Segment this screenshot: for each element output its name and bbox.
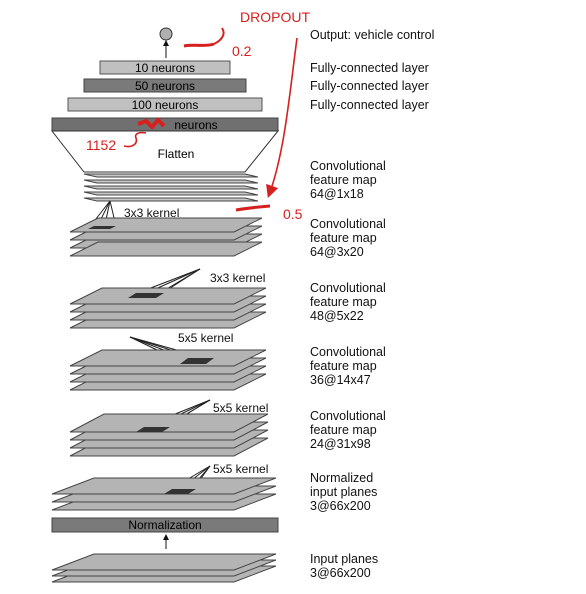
normalization-bar: Normalization	[51, 517, 279, 533]
dropout-arrow	[266, 37, 298, 199]
normalized-label: Normalized input planes 3@66x200	[310, 471, 378, 513]
conv2-planes	[69, 349, 267, 391]
conv3-planes	[69, 287, 267, 329]
fc-10-bar: 10 neurons	[99, 60, 231, 75]
flatten-count-label: 1152	[86, 137, 116, 153]
normalized-planes	[51, 477, 277, 511]
conv1-label: Convolutional feature map 24@31x98	[310, 409, 386, 451]
flatten-label: Flatten	[158, 147, 195, 161]
fc-50-label: 50 neurons	[135, 79, 195, 93]
dropout-annotations: DROPOUT 0.2 0.5 1152	[86, 9, 310, 222]
kernel-2-label: 3x3 kernel	[210, 271, 265, 285]
fc2-label: Fully-connected layer	[310, 79, 429, 93]
kernel-4-patch	[136, 427, 170, 432]
conv5-planes	[83, 173, 259, 202]
fc-100-label: 100 neurons	[132, 98, 199, 112]
input-label: Input planes 3@66x200	[310, 552, 379, 580]
conv2-label: Convolutional feature map 36@14x47	[310, 345, 386, 387]
conv4-planes	[69, 217, 263, 257]
fc-10-label: 10 neurons	[135, 61, 195, 75]
flatten-trapezoid	[50, 130, 280, 173]
output-node	[159, 27, 173, 41]
dropout-rate-conv: 0.5	[283, 206, 303, 222]
conv5-label: Convolutional feature map 64@1x18	[310, 159, 386, 201]
fc-50-bar: 50 neurons	[83, 78, 247, 93]
kernel-2-patch	[128, 293, 164, 298]
kernel-3-label: 5x5 kernel	[178, 331, 233, 345]
scribble-over-count	[137, 117, 166, 130]
kernel-1-label: 3x3 kernel	[124, 206, 179, 220]
fc1-label: Fully-connected layer	[310, 61, 429, 75]
kernel-3-patch	[180, 358, 214, 364]
dropout-label: DROPOUT	[240, 9, 310, 25]
flatten-neurons-label: neurons	[174, 118, 217, 132]
kernel-1-patch	[88, 226, 116, 229]
kernel-5-label: 5x5 kernel	[213, 462, 268, 476]
output-label: Output: vehicle control	[310, 28, 435, 42]
conv3-label: Convolutional feature map 48@5x22	[310, 281, 386, 323]
input-planes	[51, 553, 277, 583]
fc3-label: Fully-connected layer	[310, 98, 429, 112]
normalization-label: Normalization	[128, 518, 201, 532]
kernel-5-patch	[164, 489, 196, 494]
kernel-4-label: 5x5 kernel	[213, 401, 268, 415]
dropout-rate-fc: 0.2	[232, 43, 252, 59]
conv4-label: Convolutional feature map 64@3x20	[310, 217, 386, 259]
conv1-planes	[69, 413, 269, 457]
fc-100-bar: 100 neurons	[67, 97, 263, 112]
